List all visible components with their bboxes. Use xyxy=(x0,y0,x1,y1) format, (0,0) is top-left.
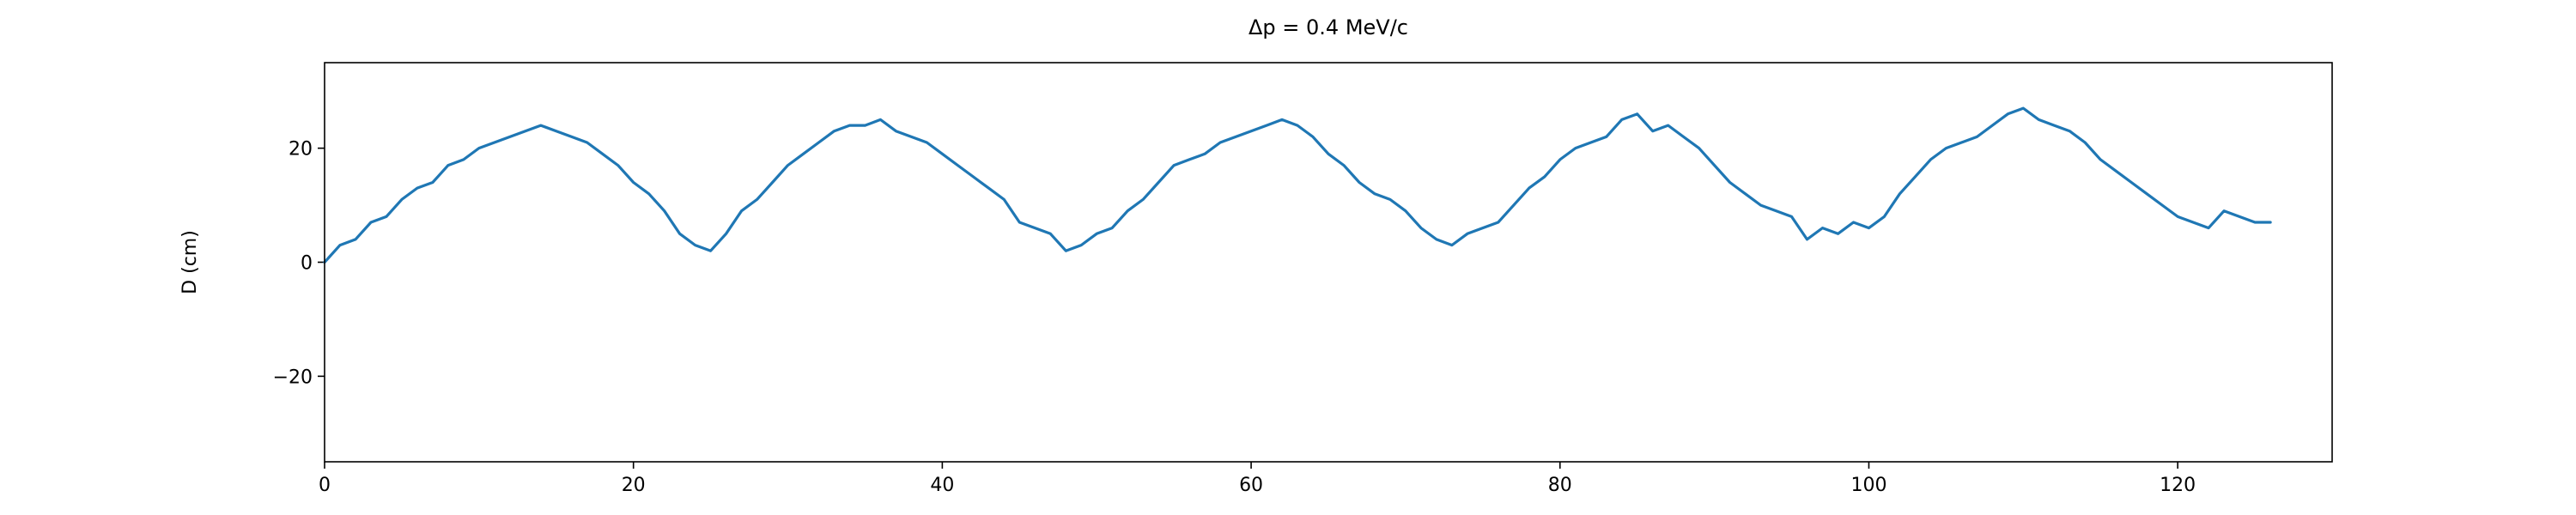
x-tick-label: 80 xyxy=(1548,475,1572,496)
series-line xyxy=(323,106,2272,264)
x-tick-label: 0 xyxy=(319,475,331,496)
plot-frame xyxy=(324,62,2333,463)
y-axis-label: D (cm) xyxy=(179,230,201,294)
chart-title: Δp = 0.4 MeV/c xyxy=(1249,15,1408,39)
y-tick-label: 0 xyxy=(301,253,313,275)
x-tick-label: 120 xyxy=(2160,475,2196,496)
y-tick-label: 20 xyxy=(289,139,313,161)
y-tick-label: −20 xyxy=(273,367,313,388)
x-tick-label: 20 xyxy=(622,475,646,496)
x-tick-label: 100 xyxy=(1850,475,1886,496)
plot-area xyxy=(323,106,2272,264)
x-axis-ticks: 0 20 40 60 80 100 120 xyxy=(319,462,2196,496)
x-tick-label: 60 xyxy=(1239,475,1263,496)
y-axis-ticks: −20 0 20 xyxy=(273,139,325,388)
x-tick-label: 40 xyxy=(930,475,954,496)
